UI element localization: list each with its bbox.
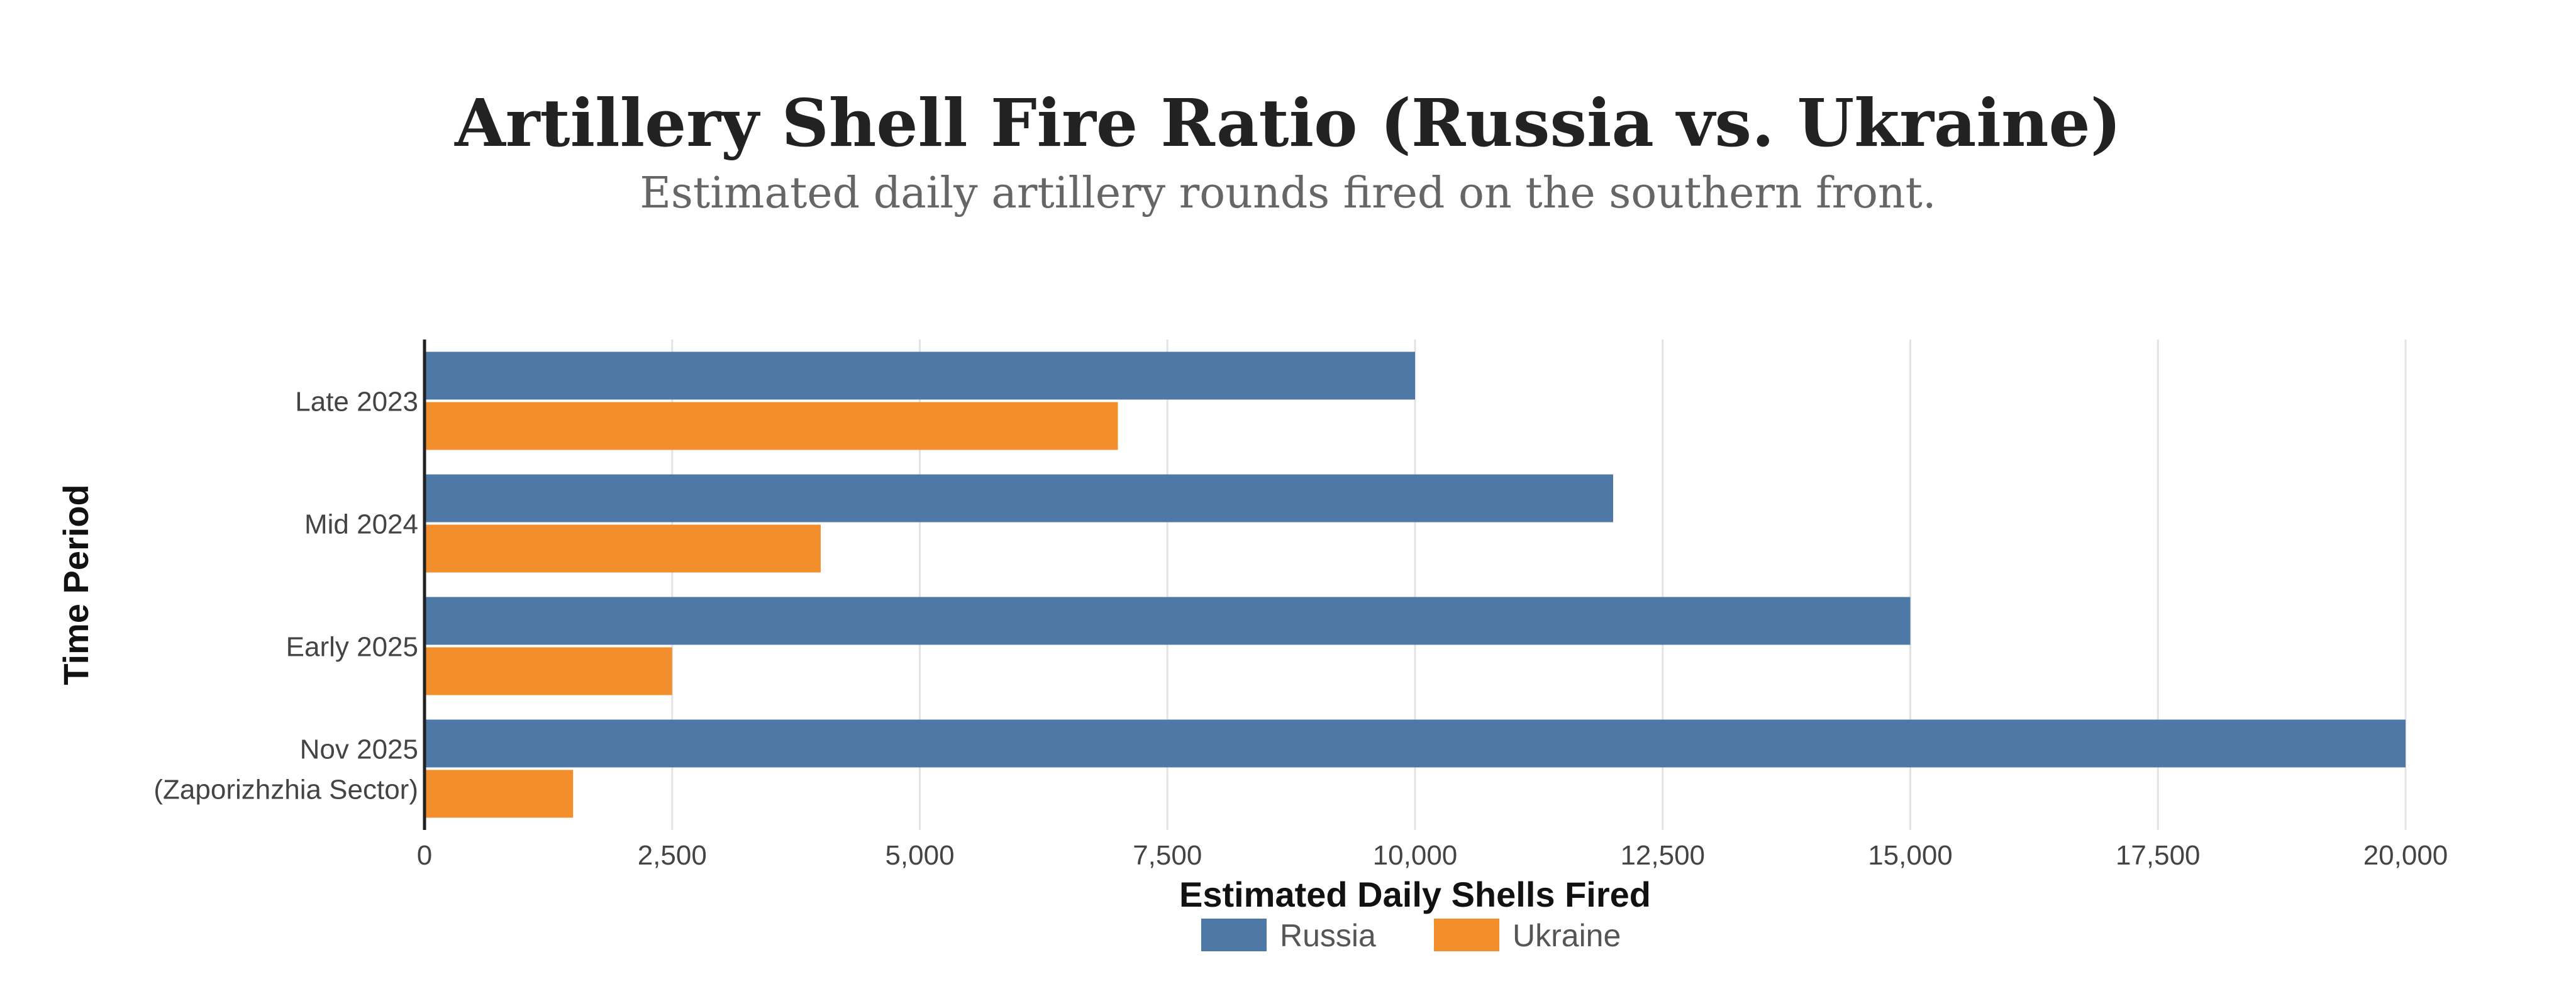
x-tick-label: 0 (417, 840, 432, 871)
x-tick-label: 7,500 (1133, 840, 1202, 871)
y-axis-title: Time Period (56, 484, 96, 685)
legend-swatch-russia (1201, 919, 1267, 951)
bar-russia (425, 474, 1613, 522)
y-category-label: (Zaporizhzhia Sector) (153, 775, 418, 805)
legend: Russia Ukraine (1201, 918, 1621, 953)
x-tick-label: 17,500 (2116, 840, 2201, 871)
x-tick-label: 10,000 (1373, 840, 1458, 871)
legend-label-russia: Russia (1280, 918, 1376, 953)
y-category-label: Early 2025 (286, 632, 418, 663)
y-axis-categories: Late 2023 Mid 2024 Early 2025 Nov 2025 (Zapo… (153, 387, 418, 805)
y-category-label: Late 2023 (295, 387, 418, 417)
x-tick-label: 2,500 (638, 840, 707, 871)
legend-swatch-ukraine (1434, 919, 1499, 951)
bar-ukraine (425, 524, 821, 573)
legend-label-ukraine: Ukraine (1513, 918, 1621, 953)
bar-russia (425, 351, 1415, 400)
x-tick-label: 12,500 (1620, 840, 1705, 871)
x-tick-label: 20,000 (2363, 840, 2448, 871)
x-axis-ticks: 0 2,500 5,000 7,500 10,000 12,500 15,000 17,500… (417, 840, 2448, 871)
x-axis-title: Estimated Daily Shells Fired (1179, 875, 1651, 914)
y-category-label: Mid 2024 (304, 509, 418, 540)
bar-russia (425, 719, 2406, 768)
bar-ukraine (425, 402, 1118, 450)
bars (425, 351, 2406, 818)
x-tick-label: 5,000 (885, 840, 954, 871)
bar-ukraine (425, 647, 672, 695)
y-category-label: Nov 2025 (300, 734, 418, 765)
bar-russia (425, 597, 1911, 645)
chart-title: Artillery Shell Fire Ratio (Russia vs. U… (454, 84, 2121, 162)
bar-ukraine (425, 770, 574, 818)
chart-subtitle: Estimated daily artillery rounds fired o… (640, 169, 1936, 218)
x-tick-label: 15,000 (1868, 840, 1953, 871)
